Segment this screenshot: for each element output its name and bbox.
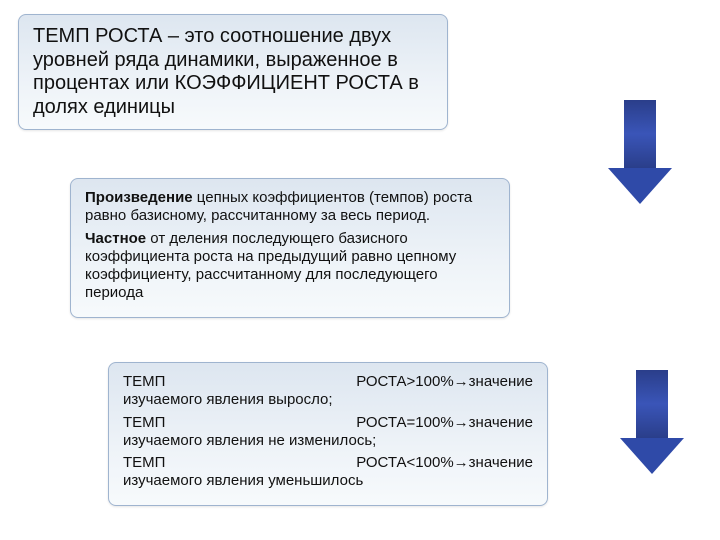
- arrow-head-icon: [620, 438, 684, 474]
- case-2: ТЕМП РОСТА=100%→значение изучаемого явлен…: [123, 414, 533, 451]
- rule-2: Частное от деления последующего базисног…: [85, 230, 495, 303]
- rules-box: Произведение цепных коэффициентов (темпо…: [70, 178, 510, 318]
- case-3-right: РОСТА<100%→значение: [356, 454, 533, 472]
- arrow-shaft-icon: [636, 370, 668, 438]
- case-1: ТЕМП РОСТА>100%→значение изучаемого явлен…: [123, 373, 533, 410]
- rule-2-bold: Частное: [85, 230, 146, 247]
- cases-box: ТЕМП РОСТА>100%→значение изучаемого явлен…: [108, 362, 548, 506]
- case-1-tail: изучаемого явления выросло;: [123, 391, 333, 408]
- arrow-down-2: [620, 370, 684, 474]
- rule-1: Произведение цепных коэффициентов (темпо…: [85, 189, 495, 226]
- rule-1-bold: Произведение: [85, 189, 193, 206]
- case-3-left: ТЕМП: [123, 454, 165, 472]
- case-3-tail: изучаемого явления уменьшилось: [123, 472, 363, 489]
- case-1-left: ТЕМП: [123, 373, 165, 391]
- case-3: ТЕМП РОСТА<100%→значение изучаемого явлен…: [123, 454, 533, 491]
- arrow-head-icon: [608, 168, 672, 204]
- case-1-right: РОСТА>100%→значение: [356, 373, 533, 391]
- definition-box: ТЕМП РОСТА – это соотношение двух уровне…: [18, 14, 448, 130]
- definition-text: ТЕМП РОСТА – это соотношение двух уровне…: [33, 25, 419, 118]
- arrow-shaft-icon: [624, 100, 656, 168]
- case-2-tail: изучаемого явления не изменилось;: [123, 432, 376, 449]
- case-2-right: РОСТА=100%→значение: [356, 414, 533, 432]
- case-2-left: ТЕМП: [123, 414, 165, 432]
- arrow-down-1: [608, 100, 672, 204]
